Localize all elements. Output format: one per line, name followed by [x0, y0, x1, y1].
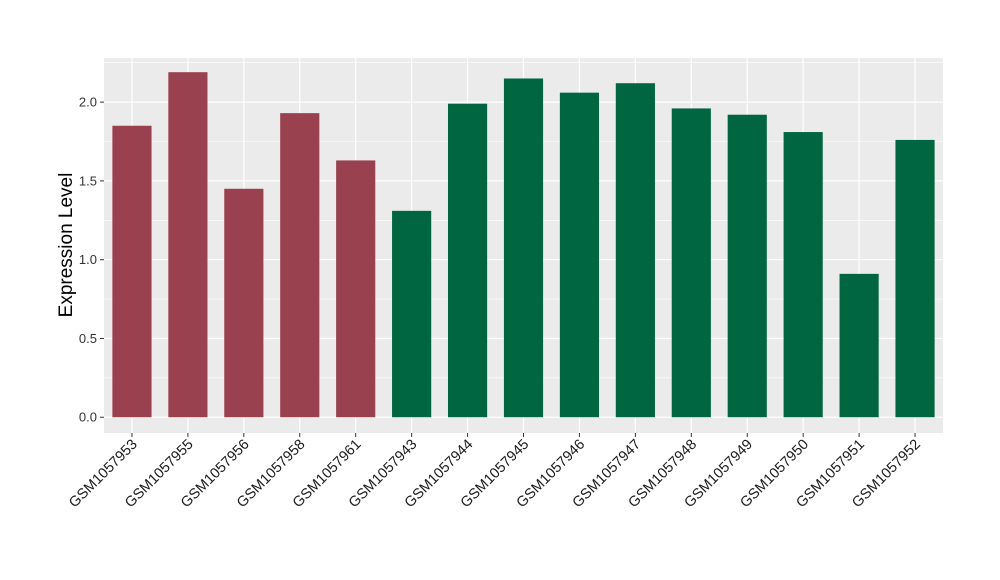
- y-axis: 0.0 0.5 1.0 1.5 2.0: [79, 95, 104, 425]
- bar-GSM1057944: [447, 103, 488, 418]
- y-tick-label: 1.0: [79, 252, 97, 267]
- bar-GSM1057948: [671, 108, 711, 418]
- y-tick-label: 2.0: [79, 95, 97, 110]
- bar-GSM1057950: [783, 132, 823, 418]
- bar-GSM1057951: [839, 273, 879, 418]
- bar-GSM1057961: [336, 160, 376, 418]
- bar-GSM1057955: [168, 72, 208, 418]
- bar-GSM1057946: [559, 92, 600, 418]
- y-axis-title: Expression Level: [56, 173, 77, 318]
- x-axis: GSM1057953GSM1057955GSM1057956GSM1057958…: [66, 433, 924, 511]
- y-tick-label: 0.5: [79, 331, 97, 346]
- bar-GSM1057958: [280, 113, 320, 418]
- bar-GSM1057953: [112, 125, 152, 418]
- bar-GSM1057956: [224, 188, 264, 418]
- bars: [112, 72, 935, 418]
- bar-GSM1057952: [895, 139, 935, 418]
- bar-GSM1057943: [392, 210, 432, 418]
- y-tick-label: 1.5: [79, 173, 97, 188]
- y-tick-label: 0.0: [79, 410, 97, 425]
- bar-GSM1057949: [727, 114, 767, 418]
- bar-GSM1057945: [503, 78, 544, 418]
- bar-GSM1057947: [615, 83, 655, 418]
